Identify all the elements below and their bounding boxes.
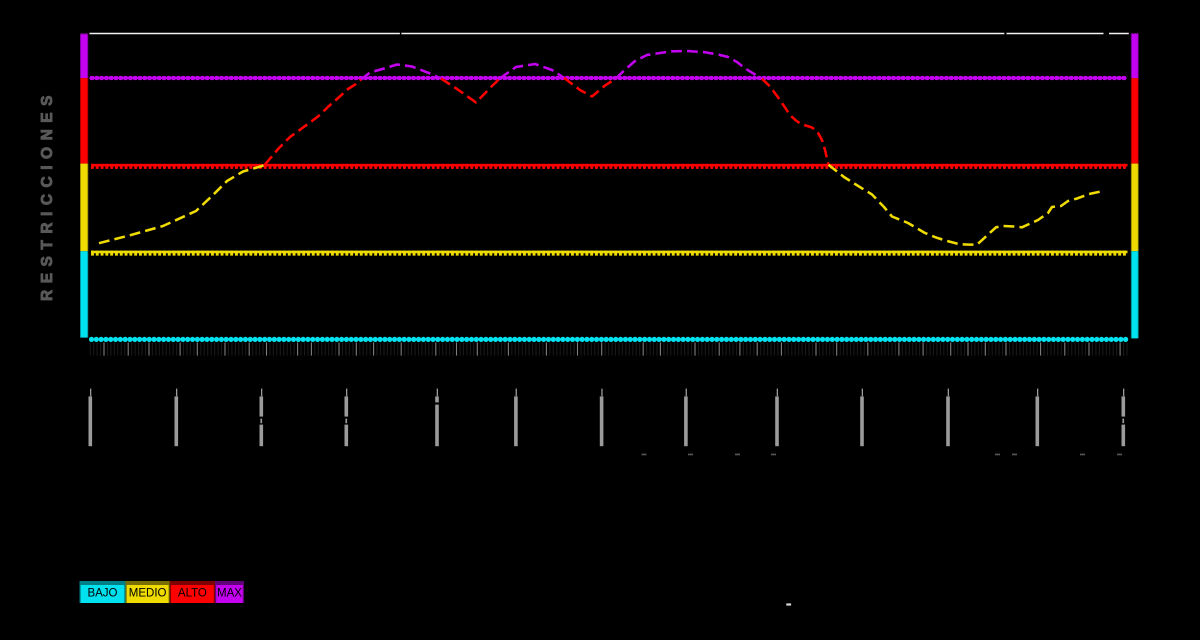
svg-text:RESTRICCIONES: RESTRICCIONES (39, 89, 56, 301)
svg-text:BAJO: BAJO (87, 588, 117, 600)
svg-text:ALTO: ALTO (178, 588, 207, 600)
svg-text:MEDIO: MEDIO (129, 588, 167, 600)
svg-text:MAX: MAX (217, 588, 242, 600)
